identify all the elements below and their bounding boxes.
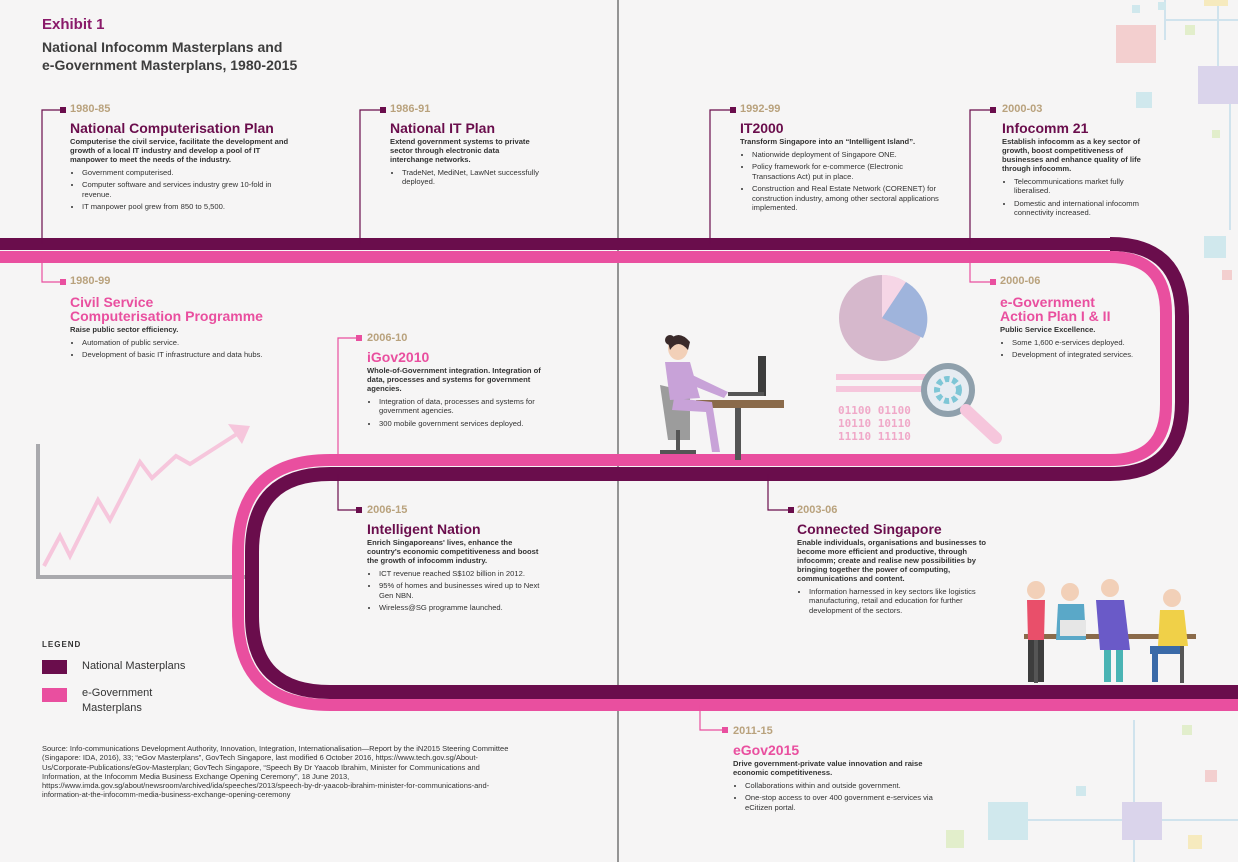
legend-title: LEGEND xyxy=(42,640,82,649)
plan-bullets: Government computerised. Computer softwa… xyxy=(70,168,298,212)
plan-bullet: Construction and Real Estate Network (CO… xyxy=(752,184,940,212)
woman-at-desk-illustration xyxy=(660,335,784,460)
plan-bullet: Computer software and services industry … xyxy=(82,180,298,199)
plan-title-line-2: Computerisation Programme xyxy=(70,308,263,324)
decorative-squares-bottom xyxy=(946,720,1238,862)
plan-lead: Extend government systems to private sec… xyxy=(390,137,530,164)
plan-bullets: TradeNet, MediNet, LawNet successfully d… xyxy=(390,168,540,187)
plan-ncp: 1980-85 National Computerisation Plan Co… xyxy=(70,103,298,215)
plan-period: 1980-85 xyxy=(70,103,111,115)
plan-bullet: Policy framework for e-commerce (Electro… xyxy=(752,162,940,181)
plan-egap: 2000-06 e-Government Action Plan I & II … xyxy=(1000,275,1160,363)
title-line-1: National Infocomm Masterplans and xyxy=(42,39,283,55)
plan-lead: Raise public sector efficiency. xyxy=(70,325,179,334)
plan-bullet: Government computerised. xyxy=(82,168,298,177)
plan-title: iGov2010 xyxy=(367,349,430,365)
plan-period: 1986-91 xyxy=(390,103,431,115)
timeline-connectors xyxy=(41,109,992,731)
plan-bullets: ICT revenue reached S$102 billion in 201… xyxy=(367,569,547,613)
plan-period: 2006-15 xyxy=(367,504,408,516)
exhibit-label: Exhibit 1 xyxy=(42,16,105,33)
plan-it2000: 1992-99 IT2000 Transform Singapore into … xyxy=(740,103,940,215)
connector-dots xyxy=(60,107,996,733)
plan-bullets: Information harnessed in key sectors lik… xyxy=(797,587,1003,615)
plan-period: 1980-99 xyxy=(70,275,111,287)
legend-label-national: National Masterplans xyxy=(82,660,186,672)
binary-digits: 01100 01100 10110 10110 11110 11110 xyxy=(838,404,911,443)
plan-bullets: Some 1,600 e-services deployed. Developm… xyxy=(1000,338,1160,360)
plan-nitp: 1986-91 National IT Plan Extend governme… xyxy=(390,103,540,190)
plan-lead: Whole-of-Government integration. Integra… xyxy=(367,366,541,393)
binary-line: 11110 11110 xyxy=(838,430,911,443)
binary-line: 10110 10110 xyxy=(838,417,911,430)
plan-title-line-1: Civil Service xyxy=(70,294,154,310)
plan-bullet: TradeNet, MediNet, LawNet successfully d… xyxy=(402,168,540,187)
plan-egov2015: 2011-15 eGov2015 Drive government-privat… xyxy=(733,725,933,815)
legend-label-egov: e-Government Masterplans xyxy=(82,686,152,716)
plan-bullet: Development of integrated services. xyxy=(1012,350,1160,359)
plan-bullet: Integration of data, processes and syste… xyxy=(379,397,552,416)
plan-title-line-2: Action Plan I & II xyxy=(1000,308,1111,324)
plan-cs: 2003-06 Connected Singapore Enable indiv… xyxy=(797,504,1003,618)
plan-bullet: IT manpower pool grew from 850 to 5,500. xyxy=(82,202,298,211)
plan-period: 1992-99 xyxy=(740,103,781,115)
legend-egov-line-1: e-Government xyxy=(82,687,153,699)
plan-igov: 2006-10 iGov2010 Whole-of-Government int… xyxy=(367,332,552,431)
plan-title: eGov2015 xyxy=(733,742,800,758)
plan-bullets: Telecommunications market fully liberali… xyxy=(1002,177,1157,218)
plan-title: Infocomm 21 xyxy=(1002,120,1089,136)
plan-lead: Drive government-private value innovatio… xyxy=(733,759,923,777)
plan-lead: Transform Singapore into an “Intelligent… xyxy=(740,137,916,146)
legend-swatch-egov xyxy=(42,688,67,702)
plan-bullet: Nationwide deployment of Singapore ONE. xyxy=(752,150,940,159)
team-meeting-illustration xyxy=(1024,579,1196,683)
plan-bullets: Collaborations within and outside govern… xyxy=(733,781,933,812)
growth-chart-illustration xyxy=(36,424,258,579)
plan-ic21: 2000-03 Infocomm 21 Establish infocomm a… xyxy=(1002,103,1157,221)
plan-bullet: Development of basic IT infrastructure a… xyxy=(82,350,310,359)
plan-bullets: Nationwide deployment of Singapore ONE. … xyxy=(740,150,940,212)
plan-bullet: Collaborations within and outside govern… xyxy=(745,781,933,790)
plan-bullet: ICT revenue reached S$102 billion in 201… xyxy=(379,569,547,578)
plan-period: 2011-15 xyxy=(733,725,773,737)
plan-period: 2006-10 xyxy=(367,332,408,344)
plan-cscp: 1980-99 Civil Service Computerisation Pr… xyxy=(70,275,310,363)
plan-title: Intelligent Nation xyxy=(367,521,481,537)
plan-title: National Computerisation Plan xyxy=(70,120,274,136)
data-analytics-illustration xyxy=(836,274,1002,444)
plan-bullet: 300 mobile government services deployed. xyxy=(379,419,552,428)
plan-period: 2000-06 xyxy=(1000,275,1041,287)
decorative-squares-top xyxy=(1116,0,1238,280)
plan-lead: Establish infocomm as a key sector of gr… xyxy=(1002,137,1141,173)
plan-period: 2003-06 xyxy=(797,504,838,516)
plan-title-line-1: e-Government xyxy=(1000,294,1095,310)
plan-bullet: Telecommunications market fully liberali… xyxy=(1014,177,1157,196)
timeline-track xyxy=(0,237,1238,711)
plan-lead: Computerise the civil service, facilitat… xyxy=(70,137,289,164)
plan-bullet: One-stop access to over 400 government e… xyxy=(745,793,933,812)
plan-title: Connected Singapore xyxy=(797,521,942,537)
plan-bullet: Information harnessed in key sectors lik… xyxy=(809,587,1003,615)
legend-egov-line-2: Masterplans xyxy=(82,702,142,714)
plan-bullet: Automation of public service. xyxy=(82,338,310,347)
plan-bullets: Integration of data, processes and syste… xyxy=(367,397,552,428)
plan-period: 2000-03 xyxy=(1002,103,1043,115)
plan-lead: Public Service Excellence. xyxy=(1000,325,1096,334)
title-line-2: e-Government Masterplans, 1980-2015 xyxy=(42,57,298,73)
plan-lead: Enrich Singaporeans' lives, enhance the … xyxy=(367,538,539,565)
plan-bullet: Domestic and international infocomm conn… xyxy=(1014,199,1157,218)
plan-lead: Enable individuals, organisations and bu… xyxy=(797,538,987,583)
source-note: Source: Info-communications Development … xyxy=(42,744,509,800)
exhibit-title: National Infocomm Masterplans and e-Gove… xyxy=(42,38,362,74)
plan-bullet: Some 1,600 e-services deployed. xyxy=(1012,338,1160,347)
legend-swatch-national xyxy=(42,660,67,674)
plan-bullet: Wireless@SG programme launched. xyxy=(379,603,547,612)
binary-line: 01100 01100 xyxy=(838,404,911,417)
plan-title: IT2000 xyxy=(740,120,784,136)
plan-bullets: Automation of public service. Developmen… xyxy=(70,338,310,360)
plan-bullet: 95% of homes and businesses wired up to … xyxy=(379,581,547,600)
plan-in2015: 2006-15 Intelligent Nation Enrich Singap… xyxy=(367,504,547,616)
plan-title: National IT Plan xyxy=(390,120,496,136)
